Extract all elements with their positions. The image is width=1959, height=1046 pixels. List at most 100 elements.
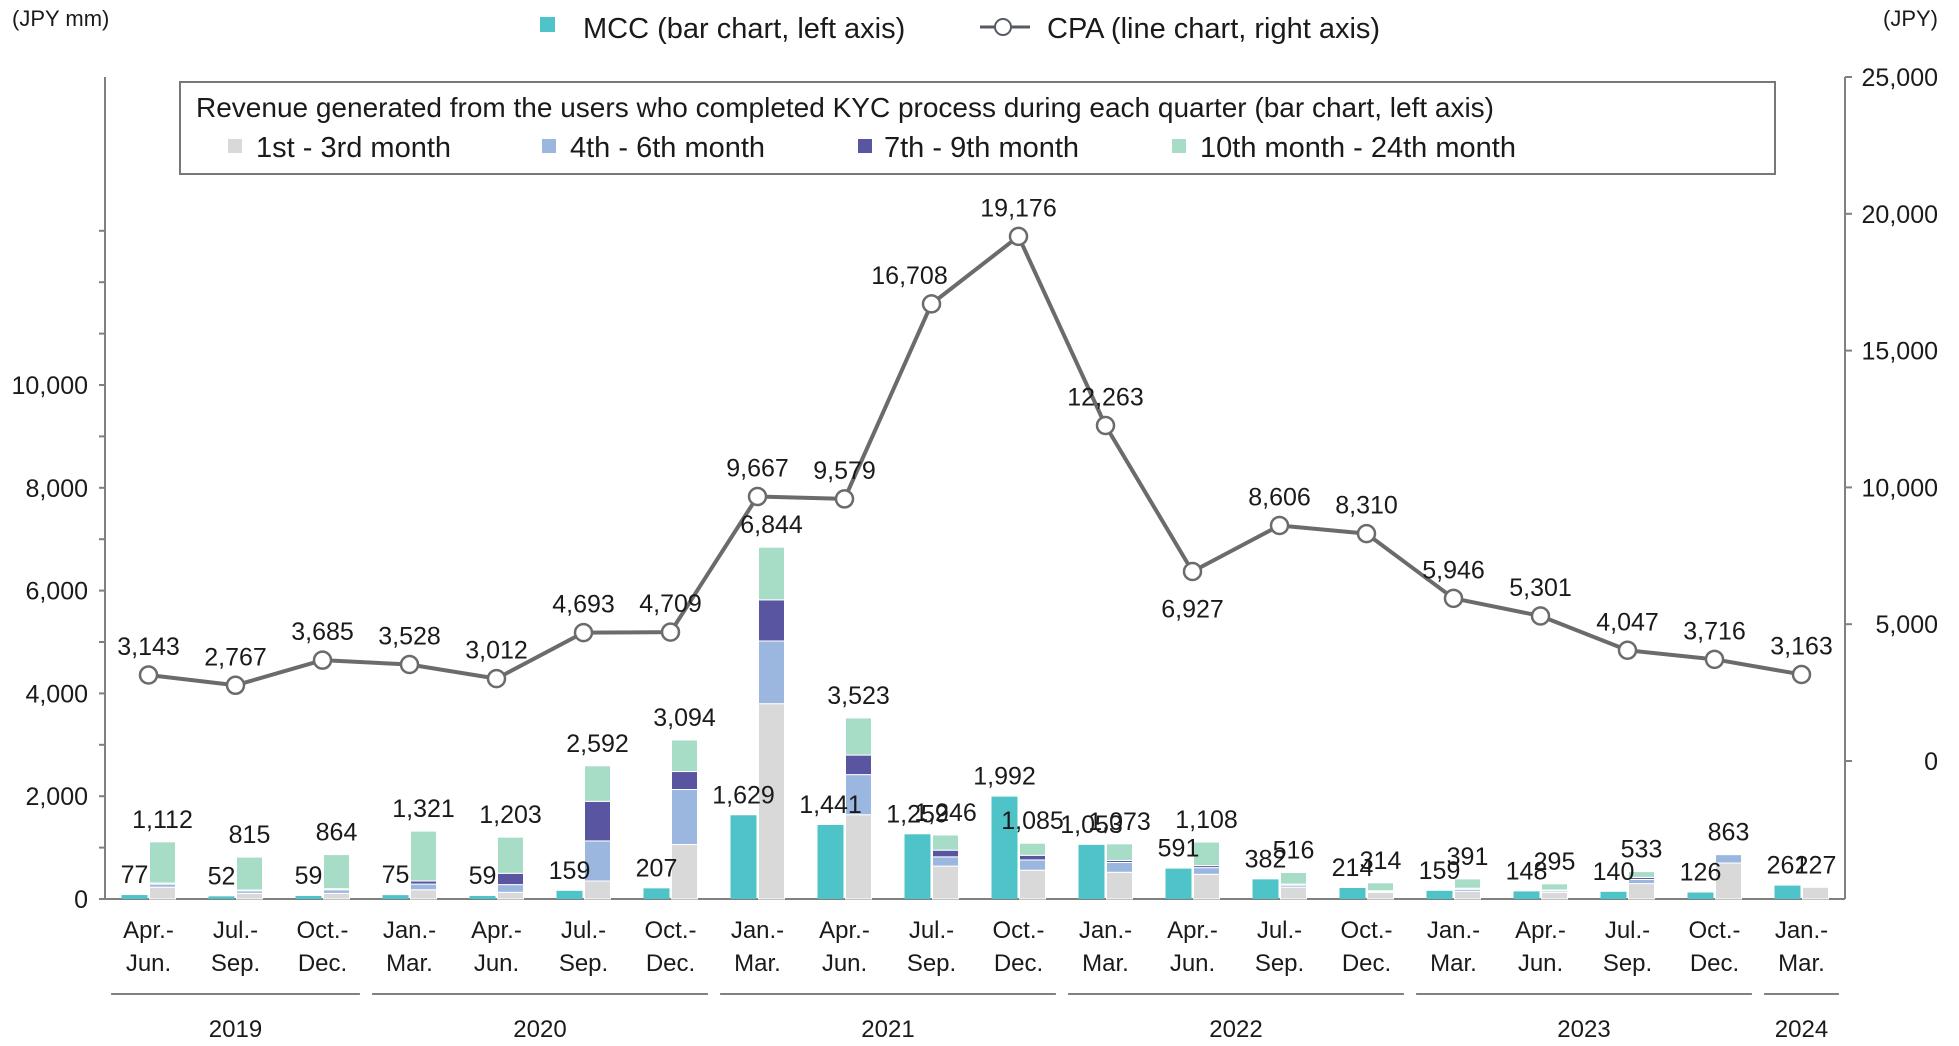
cpa-data-label: 4,047 — [1596, 608, 1659, 636]
revenue-segment-4 — [236, 856, 263, 891]
cpa-line-series — [138, 226, 1812, 696]
revenue-segment-1 — [758, 703, 785, 900]
legend-7th-9th-label: 7th - 9th month — [884, 132, 1079, 164]
quarter-label-line2: Dec. — [1690, 950, 1739, 977]
revenue-segment-2 — [671, 789, 698, 846]
revenue-total-label: 1,073 — [1088, 808, 1151, 836]
revenue-total-label: 533 — [1621, 836, 1663, 864]
right-tick-label: 25,000 — [1862, 64, 1938, 92]
quarter-label-line1: Jan.- — [1775, 917, 1828, 944]
revenue-total-label: 1,085 — [1001, 807, 1064, 835]
revenue-segment-1 — [1106, 871, 1133, 900]
cpa-point — [1443, 588, 1464, 609]
revenue-total-label: 391 — [1447, 843, 1489, 871]
revenue-segment-1 — [671, 844, 698, 900]
mcc-bar — [382, 895, 409, 899]
revenue-segment-4 — [845, 717, 872, 756]
cpa-point — [1269, 515, 1290, 536]
revenue-segment-2 — [497, 884, 524, 893]
revenue-segment-3 — [758, 599, 785, 642]
legend-4th-6th-swatch — [542, 139, 556, 153]
cpa-point — [1008, 226, 1029, 247]
cpa-data-label: 3,528 — [378, 622, 441, 650]
quarter-label-line2: Dec. — [1342, 950, 1391, 977]
mcc-data-label: 1,441 — [799, 791, 862, 819]
quarter-label-line2: Jun. — [1170, 950, 1215, 977]
quarter-label-line1: Oct.- — [645, 917, 697, 944]
mcc-bar — [1078, 844, 1105, 899]
legend-10th-24th-swatch — [1172, 139, 1186, 153]
revenue-segment-1 — [410, 889, 437, 900]
revenue-segment-4 — [497, 836, 524, 874]
quarter-label-line1: Jan.- — [1427, 917, 1480, 944]
x-axis: Apr.- Jun. Jul.- Sep. Oct.- Dec. Jan.- Mar. Apr.… — [111, 917, 1839, 1043]
quarter-label-line2: Sep. — [1255, 950, 1304, 977]
mcc-data-label: 59 — [469, 862, 497, 890]
mcc-bar — [904, 834, 931, 899]
mcc-bar — [1513, 891, 1540, 899]
revenue-total-label: 1,321 — [392, 795, 455, 823]
mcc-bar — [556, 890, 583, 899]
mcc-bar — [469, 895, 496, 899]
cpa-point — [1095, 415, 1116, 436]
revenue-segment-4 — [932, 834, 959, 851]
quarter-label-line1: Jul.- — [213, 917, 258, 944]
year-label: 2020 — [513, 1016, 566, 1043]
revenue-segment-4 — [323, 854, 350, 890]
revenue-segment-2 — [932, 856, 959, 867]
quarter-label-line2: Mar. — [1778, 950, 1825, 977]
quarter-label-line2: Sep. — [907, 950, 956, 977]
mcc-data-label: 207 — [636, 854, 678, 882]
revenue-total-label: 3,523 — [827, 682, 890, 710]
quarter-label-line1: Jan.- — [383, 917, 436, 944]
quarter-label-line2: Jun. — [474, 950, 519, 977]
revenue-segment-4 — [1628, 871, 1655, 878]
revenue-segment-1 — [845, 814, 872, 900]
revenue-segment-2 — [323, 889, 350, 894]
revenue-segment-1 — [497, 891, 524, 900]
mcc-data-label: 59 — [295, 862, 323, 890]
legend-1st-3rd-swatch — [228, 139, 242, 153]
year-label: 2024 — [1775, 1016, 1828, 1043]
revenue-total-label: 1,203 — [479, 801, 542, 829]
cpa-point — [834, 489, 855, 509]
revenue-segment-4 — [1367, 882, 1394, 892]
legend-box-frame — [179, 81, 1776, 175]
cpa-point — [747, 486, 768, 507]
revenue-segment-2 — [584, 840, 611, 882]
quarter-label-line1: Oct.- — [297, 917, 349, 944]
revenue-total-label: 1,112 — [132, 806, 193, 834]
quarter-label-line2: Jun. — [126, 950, 171, 977]
quarter-label-line2: Sep. — [211, 950, 260, 977]
mcc-data-label: 159 — [549, 857, 591, 885]
right-tick-label: 20,000 — [1862, 201, 1938, 229]
revenue-segment-2 — [1106, 862, 1133, 873]
cpa-data-label: 2,767 — [204, 643, 267, 671]
revenue-segment-4 — [1019, 842, 1046, 856]
revenue-segment-4 — [1106, 843, 1133, 861]
quarter-label-line1: Jul.- — [1257, 917, 1302, 944]
mcc-data-label: 1,992 — [973, 763, 1036, 791]
revenue-total-label: 863 — [1708, 819, 1750, 847]
legend-7th-9th-swatch — [858, 139, 872, 153]
revenue-total-label: 1,108 — [1175, 806, 1238, 834]
bars — [121, 546, 1829, 900]
revenue-segment-4 — [1193, 841, 1220, 867]
cpa-data-label: 8,310 — [1335, 492, 1398, 520]
quarter-label-line1: Jul.- — [561, 917, 606, 944]
legend-cpa-marker — [994, 18, 1012, 36]
revenue-segment-1 — [323, 892, 350, 900]
revenue-total-label: 815 — [229, 821, 271, 849]
quarter-label-line2: Mar. — [1082, 950, 1129, 977]
cpa-data-label: 3,012 — [465, 637, 528, 665]
cpa-point — [225, 675, 246, 696]
legend-mcc-swatch — [540, 17, 555, 32]
year-label: 2021 — [861, 1016, 914, 1043]
mcc-data-label: 140 — [1593, 858, 1635, 886]
mcc-data-label: 159 — [1419, 857, 1461, 885]
cpa-data-label: 19,176 — [980, 194, 1056, 222]
cpa-data-label: 4,693 — [552, 591, 615, 619]
mcc-data-label: 75 — [382, 861, 410, 889]
revenue-segment-3 — [932, 849, 959, 858]
revenue-segment-2 — [410, 883, 437, 891]
